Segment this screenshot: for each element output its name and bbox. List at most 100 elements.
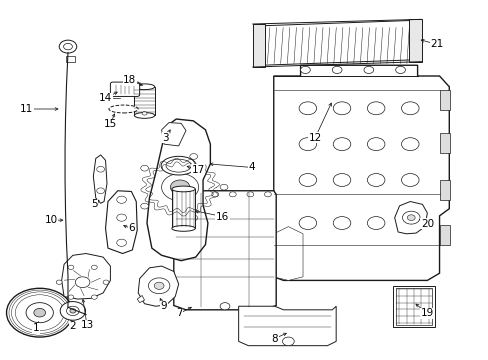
Circle shape bbox=[299, 174, 316, 186]
Ellipse shape bbox=[109, 105, 138, 113]
Circle shape bbox=[331, 66, 341, 73]
Circle shape bbox=[68, 265, 74, 269]
Bar bbox=[439, 134, 449, 153]
Circle shape bbox=[91, 295, 97, 299]
Circle shape bbox=[366, 217, 384, 229]
Text: 7: 7 bbox=[176, 309, 183, 318]
Circle shape bbox=[117, 239, 126, 246]
FancyBboxPatch shape bbox=[110, 82, 140, 96]
Text: 8: 8 bbox=[271, 333, 278, 343]
Circle shape bbox=[363, 66, 373, 73]
Circle shape bbox=[60, 302, 85, 320]
Text: 1: 1 bbox=[32, 323, 39, 333]
Circle shape bbox=[300, 66, 310, 73]
Polygon shape bbox=[394, 202, 427, 234]
Circle shape bbox=[366, 174, 384, 186]
Bar bbox=[392, 286, 434, 327]
Polygon shape bbox=[408, 19, 421, 62]
Circle shape bbox=[97, 188, 104, 194]
Text: 4: 4 bbox=[248, 162, 255, 172]
Circle shape bbox=[176, 192, 183, 197]
Circle shape bbox=[117, 196, 126, 203]
Polygon shape bbox=[93, 155, 107, 203]
Polygon shape bbox=[173, 191, 276, 310]
Circle shape bbox=[299, 217, 316, 229]
Text: 2: 2 bbox=[69, 321, 76, 331]
Text: 5: 5 bbox=[91, 199, 98, 210]
Circle shape bbox=[246, 192, 253, 197]
Polygon shape bbox=[138, 266, 178, 306]
Circle shape bbox=[401, 138, 418, 150]
Circle shape bbox=[407, 215, 414, 221]
Bar bbox=[171, 189, 195, 228]
Polygon shape bbox=[252, 24, 265, 67]
Circle shape bbox=[161, 174, 198, 201]
Ellipse shape bbox=[161, 156, 196, 175]
Circle shape bbox=[299, 138, 316, 150]
Circle shape bbox=[117, 214, 126, 221]
Bar bbox=[439, 225, 449, 244]
Circle shape bbox=[211, 192, 218, 197]
Circle shape bbox=[332, 102, 350, 115]
Ellipse shape bbox=[165, 159, 191, 172]
Circle shape bbox=[332, 174, 350, 186]
Bar bbox=[439, 90, 449, 110]
Circle shape bbox=[220, 184, 227, 190]
Text: 11: 11 bbox=[20, 104, 33, 114]
Text: 16: 16 bbox=[216, 212, 229, 221]
Polygon shape bbox=[105, 191, 137, 253]
Text: 9: 9 bbox=[161, 301, 167, 311]
Circle shape bbox=[366, 138, 384, 150]
Ellipse shape bbox=[171, 226, 195, 231]
Ellipse shape bbox=[134, 113, 155, 118]
Circle shape bbox=[189, 154, 197, 159]
Circle shape bbox=[299, 102, 316, 115]
Ellipse shape bbox=[171, 186, 195, 192]
Text: 19: 19 bbox=[420, 309, 433, 318]
Polygon shape bbox=[161, 123, 185, 146]
Circle shape bbox=[395, 66, 405, 73]
Circle shape bbox=[75, 277, 90, 288]
Bar bbox=[395, 288, 431, 325]
Bar bbox=[439, 180, 449, 200]
Polygon shape bbox=[261, 21, 412, 65]
Text: 21: 21 bbox=[429, 40, 443, 49]
Polygon shape bbox=[238, 306, 335, 346]
Circle shape bbox=[401, 174, 418, 186]
Circle shape bbox=[34, 309, 45, 317]
Circle shape bbox=[91, 265, 97, 269]
Circle shape bbox=[220, 303, 229, 310]
Polygon shape bbox=[273, 65, 448, 280]
Circle shape bbox=[66, 306, 79, 316]
Text: 18: 18 bbox=[123, 75, 136, 85]
Circle shape bbox=[170, 180, 189, 194]
Circle shape bbox=[59, 40, 77, 53]
Circle shape bbox=[366, 102, 384, 115]
Circle shape bbox=[97, 166, 104, 172]
Circle shape bbox=[332, 138, 350, 150]
Circle shape bbox=[142, 112, 147, 115]
Circle shape bbox=[154, 282, 163, 289]
Circle shape bbox=[103, 280, 109, 284]
Circle shape bbox=[189, 215, 197, 221]
Circle shape bbox=[282, 337, 294, 346]
Text: 17: 17 bbox=[191, 165, 204, 175]
Circle shape bbox=[401, 217, 418, 229]
Polygon shape bbox=[61, 253, 110, 299]
Text: 20: 20 bbox=[420, 219, 433, 229]
Circle shape bbox=[141, 165, 148, 171]
Circle shape bbox=[402, 211, 419, 224]
Circle shape bbox=[141, 203, 148, 209]
Text: 13: 13 bbox=[80, 320, 93, 330]
Bar bbox=[65, 56, 75, 62]
Circle shape bbox=[332, 217, 350, 229]
Polygon shape bbox=[137, 296, 144, 303]
Polygon shape bbox=[273, 226, 303, 280]
Text: 10: 10 bbox=[44, 215, 58, 225]
Circle shape bbox=[70, 309, 76, 313]
Circle shape bbox=[264, 192, 271, 197]
Circle shape bbox=[148, 278, 169, 294]
Ellipse shape bbox=[134, 84, 155, 90]
Text: 6: 6 bbox=[128, 224, 134, 233]
Text: 15: 15 bbox=[103, 120, 117, 129]
